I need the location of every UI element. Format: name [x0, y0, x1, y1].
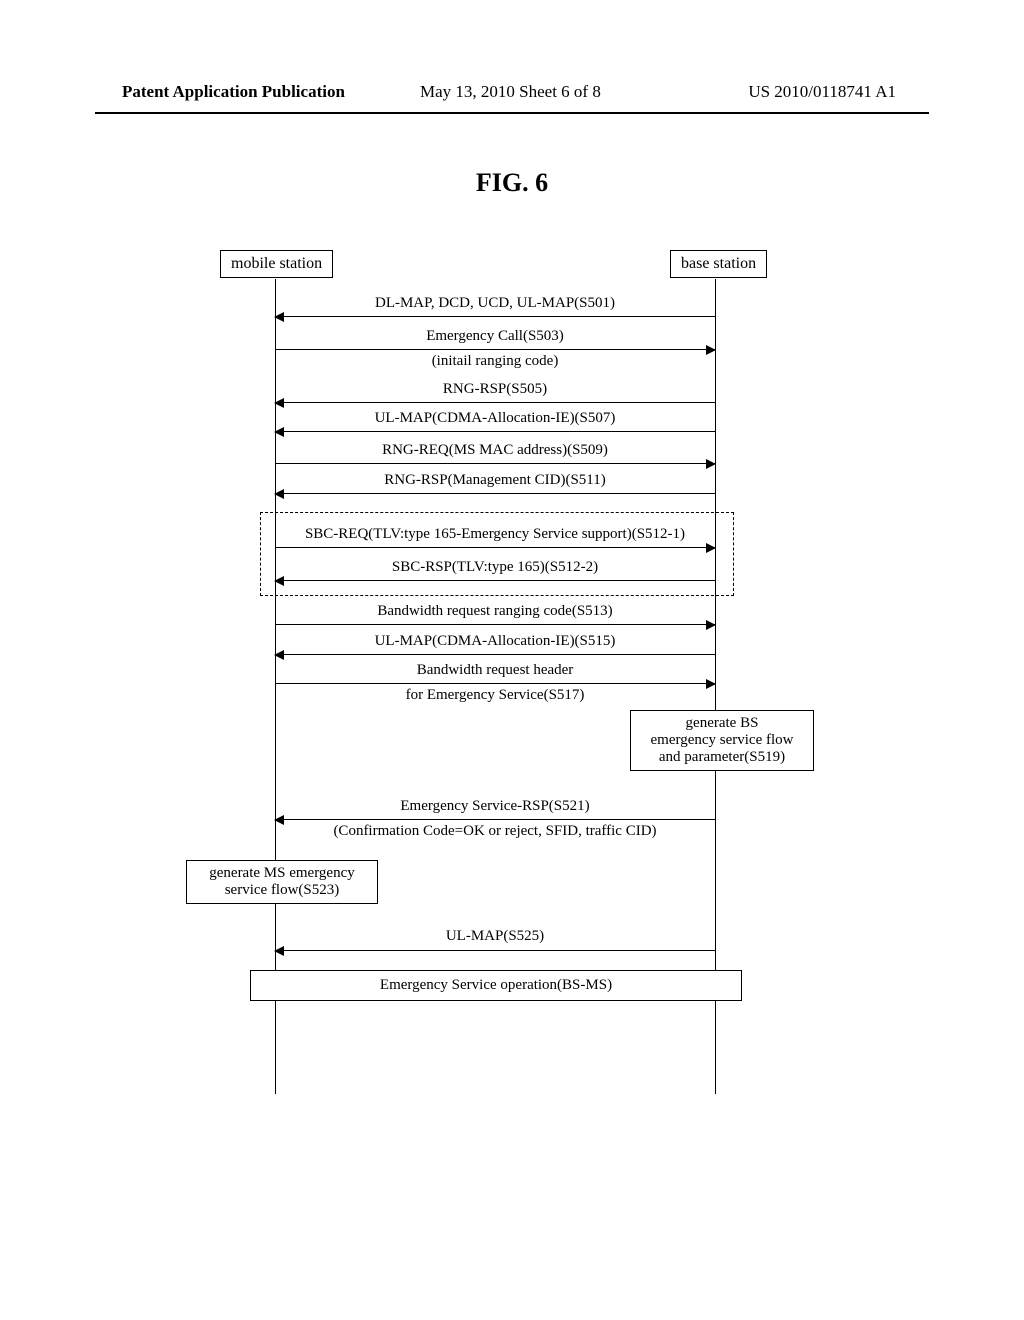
msg-s512-1-arrow: [275, 547, 715, 548]
msg-s503-label-b: (initail ranging code): [275, 353, 715, 370]
msg-s505-label: RNG-RSP(S505): [275, 381, 715, 398]
msg-s513-arrow: [275, 624, 715, 625]
sequence-diagram: mobile station base station DL-MAP, DCD,…: [110, 250, 910, 1100]
msg-s525-label: UL-MAP(S525): [275, 928, 715, 945]
msg-s505-arrow: [275, 402, 715, 403]
proc-s523-line1: generate MS emergency: [209, 865, 355, 882]
msg-s525-arrow: [275, 950, 715, 951]
actor-mobile-station: mobile station: [220, 250, 333, 278]
msg-s511-label: RNG-RSP(Management CID)(S511): [275, 472, 715, 489]
header-right: US 2010/0118741 A1: [748, 82, 896, 102]
msg-s507-label: UL-MAP(CDMA-Allocation-IE)(S507): [275, 410, 715, 427]
proc-s519-box: generate BS emergency service flow and p…: [630, 710, 814, 771]
actor-base-station: base station: [670, 250, 767, 278]
actor-bs-label: base station: [681, 255, 756, 272]
msg-s515-label: UL-MAP(CDMA-Allocation-IE)(S515): [275, 633, 715, 650]
msg-s507-arrow: [275, 431, 715, 432]
msg-s509-label: RNG-REQ(MS MAC address)(S509): [275, 442, 715, 459]
msg-s521-arrow: [275, 819, 715, 820]
msg-s517-label-b: for Emergency Service(S517): [275, 687, 715, 704]
header-rule: [95, 112, 929, 114]
msg-s509-arrow: [275, 463, 715, 464]
msg-s512-2-arrow: [275, 580, 715, 581]
proc-s519-line3: and parameter(S519): [659, 749, 785, 766]
msg-s503-arrow: [275, 349, 715, 350]
emergency-operation-box: Emergency Service operation(BS-MS): [250, 970, 742, 1001]
page-header: Patent Application Publication May 13, 2…: [0, 82, 1024, 106]
msg-s521-label-b: (Confirmation Code=OK or reject, SFID, t…: [275, 823, 715, 840]
msg-s501-label: DL-MAP, DCD, UCD, UL-MAP(S501): [275, 295, 715, 312]
msg-s501-arrow: [275, 316, 715, 317]
msg-s511-arrow: [275, 493, 715, 494]
proc-s519-line2: emergency service flow: [651, 732, 794, 749]
proc-s523-line2: service flow(S523): [225, 882, 340, 899]
header-center: May 13, 2010 Sheet 6 of 8: [420, 82, 601, 102]
page: Patent Application Publication May 13, 2…: [0, 0, 1024, 1320]
msg-s521-label-a: Emergency Service-RSP(S521): [275, 798, 715, 815]
figure-title: FIG. 6: [0, 168, 1024, 198]
emergency-operation-label: Emergency Service operation(BS-MS): [380, 977, 612, 993]
sbc-group-box: [260, 512, 734, 596]
msg-s512-2-label: SBC-RSP(TLV:type 165)(S512-2): [275, 559, 715, 576]
proc-s523-box: generate MS emergency service flow(S523): [186, 860, 378, 904]
msg-s517-arrow: [275, 683, 715, 684]
header-left: Patent Application Publication: [122, 82, 345, 102]
msg-s513-label: Bandwidth request ranging code(S513): [275, 603, 715, 620]
msg-s517-label-a: Bandwidth request header: [275, 662, 715, 679]
proc-s519-line1: generate BS: [686, 715, 759, 732]
msg-s515-arrow: [275, 654, 715, 655]
actor-ms-label: mobile station: [231, 255, 322, 272]
msg-s512-1-label: SBC-REQ(TLV:type 165-Emergency Service s…: [275, 526, 715, 543]
msg-s503-label-a: Emergency Call(S503): [275, 328, 715, 345]
